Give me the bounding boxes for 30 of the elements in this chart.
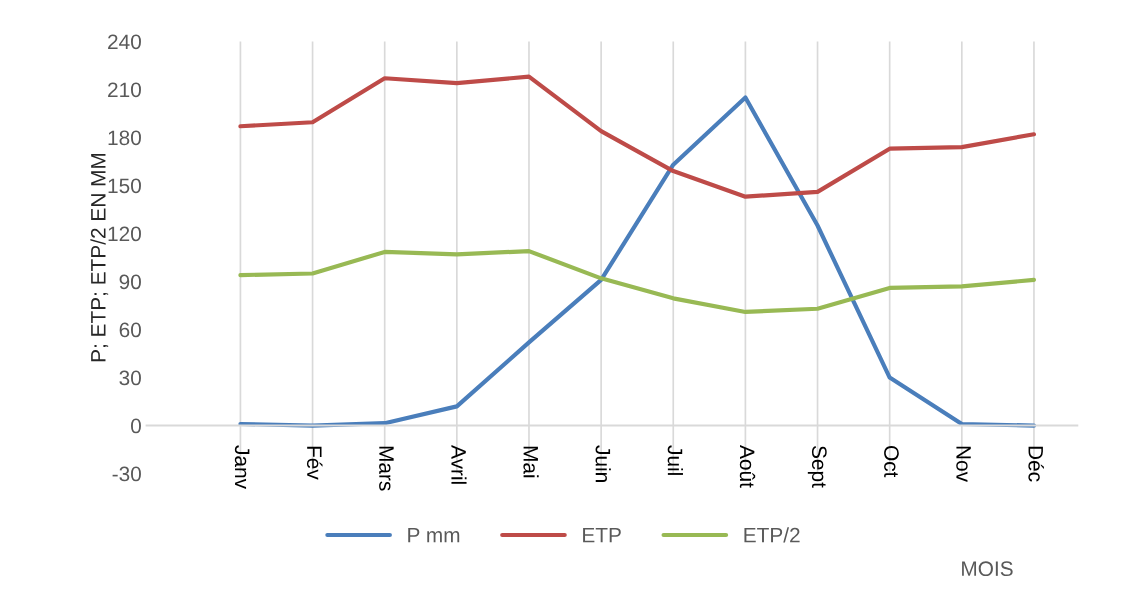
y-tick-label: 60: [119, 322, 141, 338]
x-tick-label: Déc: [1028, 446, 1044, 482]
x-tick-label: Nov: [956, 446, 971, 482]
y-tick-label: 240: [108, 34, 141, 50]
line-series: [238, 249, 1037, 315]
legend-label: ETP: [583, 527, 621, 543]
x-tick-label: Mai: [523, 446, 539, 478]
x-tick-label: Fév: [306, 446, 323, 480]
y-tick-label: 30: [119, 370, 141, 386]
y-axis-title: P; ETP; ETP/2 EN MM: [90, 153, 109, 362]
y-tick-label: 180: [108, 130, 141, 146]
line-series: [238, 95, 1037, 428]
y-tick-label: 210: [108, 82, 141, 98]
x-axis-title: MOIS: [962, 561, 1013, 577]
x-tick-label: Août: [739, 445, 756, 488]
legend-label: P mm: [408, 527, 460, 543]
y-tick-label: 90: [119, 274, 141, 290]
y-tick-label: -30: [112, 466, 141, 482]
x-tick-label: Avril: [451, 445, 467, 484]
x-tick-label: Sept: [807, 445, 827, 488]
x-tick-label: Juil: [667, 445, 683, 475]
x-tick-label: Mars: [379, 446, 394, 491]
y-tick-label: 0: [131, 418, 141, 434]
x-tick-label: Oct: [884, 446, 899, 478]
legend-label: ETP/2: [744, 527, 800, 543]
x-tick-label: Juin: [595, 445, 611, 482]
line-series: [238, 74, 1037, 199]
y-tick-label: 150: [108, 178, 141, 194]
x-tick-label: Janv: [234, 445, 250, 489]
y-tick-label: 120: [108, 226, 141, 242]
